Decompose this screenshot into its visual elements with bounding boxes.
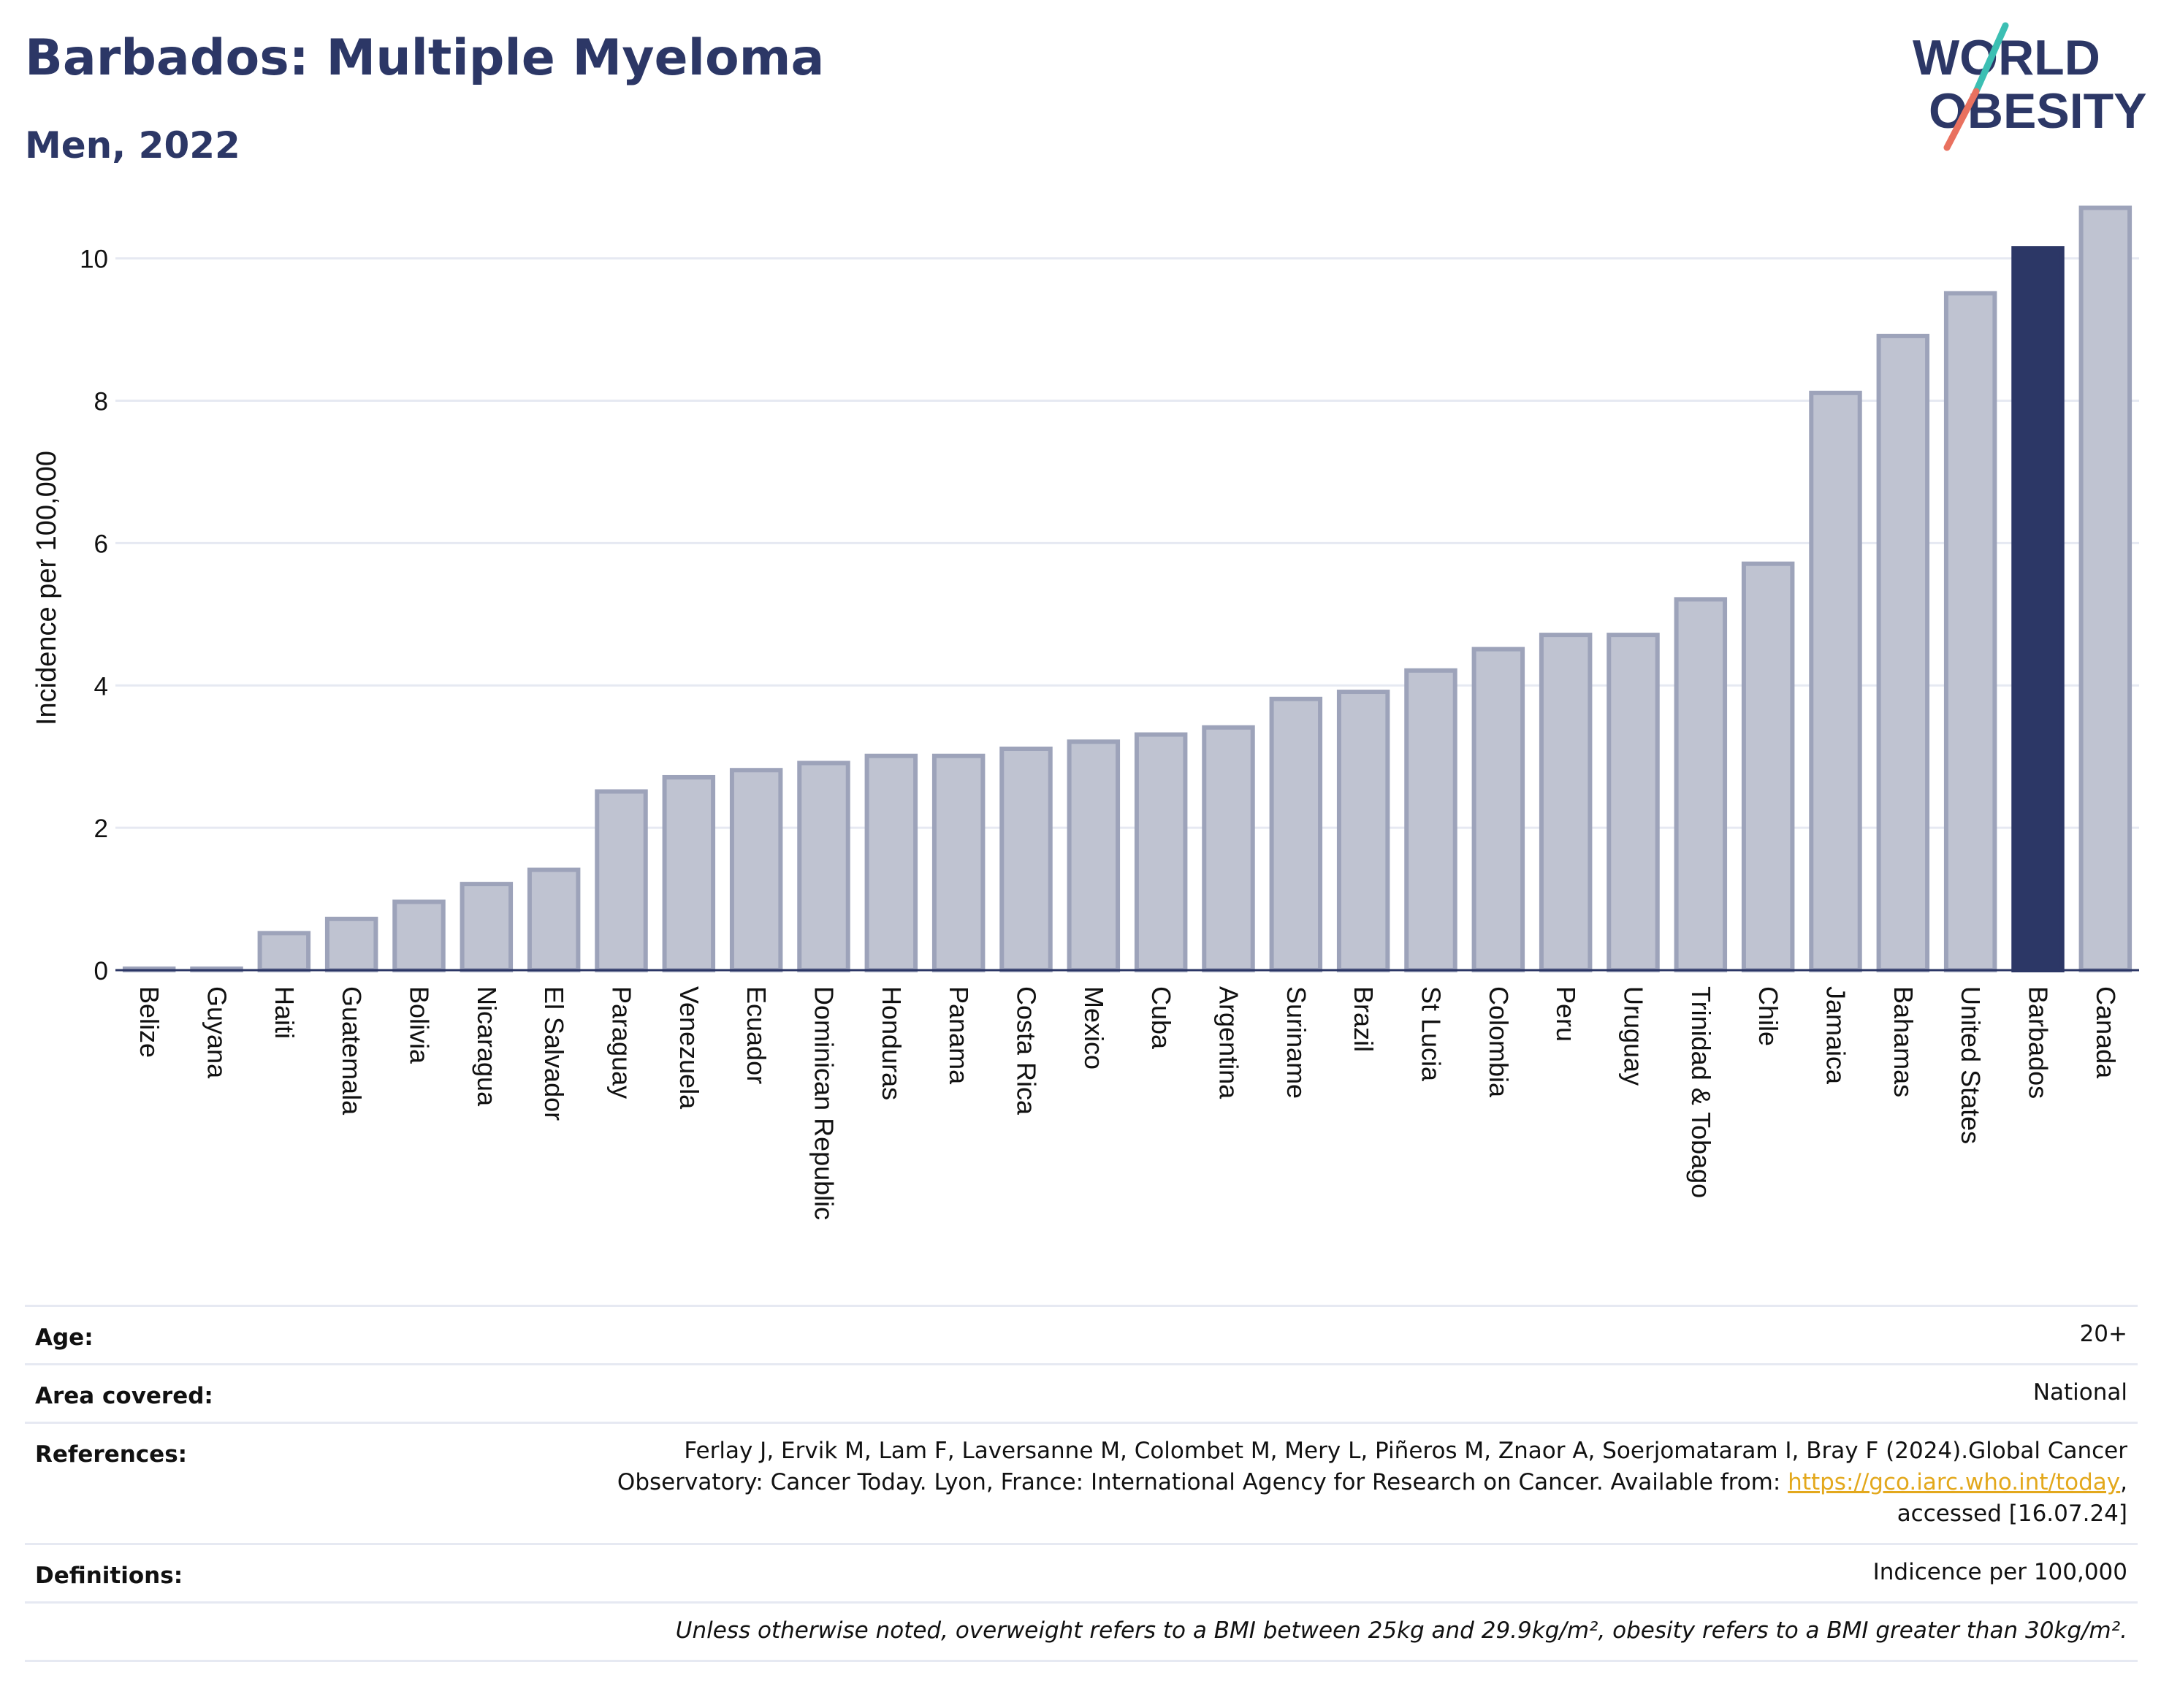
bar-bahamas bbox=[1876, 333, 1930, 972]
x-tick-label: Barbados bbox=[2024, 986, 2054, 1099]
area-label: Area covered: bbox=[35, 1383, 213, 1409]
bar-suriname bbox=[1269, 696, 1323, 972]
y-tick-label: 8 bbox=[94, 388, 108, 416]
y-tick-label: 10 bbox=[80, 245, 108, 274]
bar-chile bbox=[1741, 561, 1795, 972]
bar-st-lucia bbox=[1404, 668, 1457, 973]
bar-guatemala bbox=[324, 916, 378, 972]
references-value: Ferlay J, Ervik M, Lam F, Laversanne M, … bbox=[617, 1424, 2127, 1543]
x-tick-label: Argentina bbox=[1214, 986, 1244, 1099]
bmi-note: Unless otherwise noted, overweight refer… bbox=[675, 1617, 2127, 1644]
logo-slash-teal bbox=[1973, 22, 2009, 95]
bar-uruguay bbox=[1607, 633, 1660, 972]
x-tick-label: Chile bbox=[1753, 986, 1783, 1046]
bar-costa-rica bbox=[999, 746, 1053, 973]
info-row-note: Unless otherwise noted, overweight refer… bbox=[25, 1601, 2138, 1662]
bar-argentina bbox=[1202, 725, 1255, 972]
bar-trinidad-tobago bbox=[1674, 597, 1728, 972]
info-row-age: Age: 20+ bbox=[25, 1305, 2138, 1363]
x-tick-label: Belize bbox=[134, 986, 164, 1058]
info-row-references: References: Ferlay J, Ervik M, Lam F, La… bbox=[25, 1422, 2138, 1543]
x-tick-label: Honduras bbox=[877, 986, 907, 1100]
age-value: 20+ bbox=[2079, 1321, 2127, 1347]
bar-nicaragua bbox=[460, 882, 514, 973]
bar-panama bbox=[931, 753, 986, 972]
x-tick-label: United States bbox=[1956, 986, 1986, 1144]
x-tick-label: Bolivia bbox=[405, 986, 435, 1064]
bar-peru bbox=[1539, 633, 1593, 972]
y-tick-label: 2 bbox=[94, 815, 108, 843]
x-tick-label: Peru bbox=[1551, 986, 1581, 1042]
x-tick-label: Panama bbox=[944, 986, 974, 1085]
references-line-3: accessed [16.07.24] bbox=[1897, 1501, 2127, 1527]
y-tick-label: 4 bbox=[94, 672, 108, 701]
y-axis-label: Incidence per 100,000 bbox=[31, 451, 62, 725]
references-line-2: Observatory: Cancer Today. Lyon, France:… bbox=[617, 1469, 1788, 1495]
references-line-1: Ferlay J, Ervik M, Lam F, Laversanne M, … bbox=[684, 1438, 2127, 1464]
bar-haiti bbox=[257, 931, 311, 973]
x-tick-label: Dominican Republic bbox=[809, 986, 839, 1220]
x-tick-label: Jamaica bbox=[1821, 986, 1851, 1085]
references-line-2-end: , bbox=[2120, 1469, 2127, 1495]
x-tick-label: St Lucia bbox=[1417, 986, 1447, 1082]
bar-chart: 0 2 4 6 8 10 Incidence per 100,000 Belize Guya… bbox=[31, 205, 2139, 1220]
bar-united-states bbox=[1943, 291, 1997, 972]
bar-honduras bbox=[864, 753, 918, 972]
x-tick-label: Venezuela bbox=[674, 986, 704, 1110]
bar-barbados bbox=[2011, 246, 2065, 972]
bar-dominican-republic bbox=[797, 760, 850, 972]
x-tick-label: Mexico bbox=[1079, 986, 1109, 1070]
bar-brazil bbox=[1336, 690, 1390, 972]
bar-ecuador bbox=[729, 768, 783, 973]
x-tick-label: Suriname bbox=[1281, 986, 1311, 1099]
gridlines bbox=[115, 257, 2139, 829]
info-row-definitions: Definitions: Indicence per 100,000 bbox=[25, 1543, 2138, 1601]
x-tick-label: Haiti bbox=[270, 986, 300, 1039]
area-value: National bbox=[2032, 1379, 2127, 1406]
x-tick-label: Bahamas bbox=[1889, 986, 1918, 1097]
x-tick-label: Nicaragua bbox=[472, 986, 502, 1107]
bars bbox=[122, 205, 2133, 973]
world-obesity-logo: WORLD OBESITY bbox=[1913, 22, 2147, 151]
x-tick-label: Paraguay bbox=[607, 986, 637, 1099]
info-row-area: Area covered: National bbox=[25, 1363, 2138, 1422]
references-link[interactable]: https://gco.iarc.who.int/today bbox=[1788, 1469, 2121, 1495]
definitions-value: Indicence per 100,000 bbox=[1872, 1559, 2127, 1585]
x-tick-label: Ecuador bbox=[742, 986, 771, 1084]
info-table: Age: 20+ Area covered: National Referenc… bbox=[25, 1305, 2138, 1662]
x-tick-label: Costa Rica bbox=[1012, 986, 1042, 1116]
x-tick-label: Guyana bbox=[202, 986, 232, 1079]
x-tick-label: Brazil bbox=[1349, 986, 1379, 1052]
x-tick-label: Canada bbox=[2091, 986, 2121, 1079]
x-tick-label: Colombia bbox=[1484, 986, 1514, 1098]
age-label: Age: bbox=[35, 1324, 94, 1351]
x-tick-label: Cuba bbox=[1146, 986, 1176, 1050]
bar-jamaica bbox=[1809, 390, 1862, 972]
y-axis-ticks: 0 2 4 6 8 10 bbox=[80, 245, 108, 985]
logo-slash-red bbox=[1943, 88, 1980, 151]
references-label: References: bbox=[35, 1441, 188, 1468]
bar-colombia bbox=[1471, 647, 1525, 972]
bar-bolivia bbox=[392, 899, 446, 973]
definitions-label: Definitions: bbox=[35, 1563, 183, 1589]
bar-mexico bbox=[1067, 739, 1121, 972]
x-tick-label: El Salvador bbox=[539, 986, 569, 1121]
bar-paraguay bbox=[595, 789, 648, 973]
bar-canada bbox=[2078, 205, 2133, 972]
x-tick-label: Guatemala bbox=[337, 986, 367, 1116]
x-tick-label: Trinidad & Tobago bbox=[1686, 986, 1716, 1198]
chart-subtitle: Men, 2022 bbox=[25, 124, 240, 167]
logo-word-world: WORLD bbox=[1913, 30, 2100, 85]
bar-venezuela bbox=[662, 774, 716, 972]
bar-el-salvador bbox=[527, 867, 581, 973]
chart-title: Barbados: Multiple Myeloma bbox=[25, 29, 825, 87]
y-tick-label: 6 bbox=[94, 530, 108, 558]
x-axis-labels: Belize Guyana Haiti Guatemala Bolivia Nicarag… bbox=[134, 986, 2121, 1220]
bar-cuba bbox=[1134, 732, 1188, 972]
x-tick-label: Uruguay bbox=[1619, 986, 1649, 1086]
y-tick-label: 0 bbox=[94, 957, 108, 985]
